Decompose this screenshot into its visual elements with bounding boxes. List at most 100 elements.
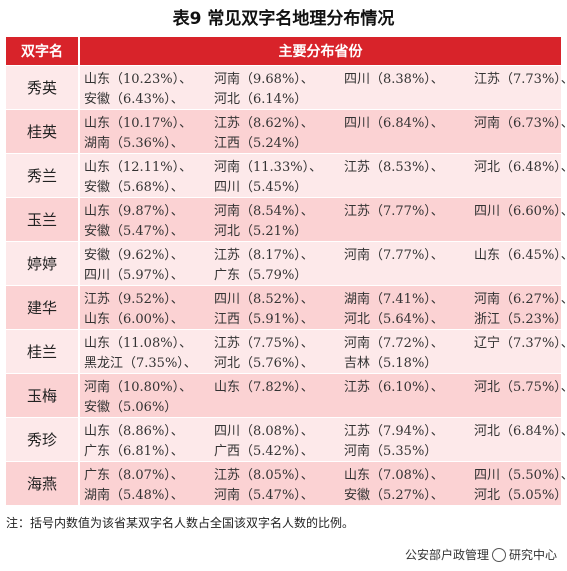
- province-entry: 河南（11.33%）、: [214, 160, 323, 175]
- province-entry: 河北（6.48%）、: [474, 160, 567, 175]
- row-name: 婷婷: [6, 242, 80, 285]
- row-provinces: 山东（10.23%）、 河南（9.68%）、 四川（8.38%）、 江苏（7.73%）…: [80, 66, 567, 109]
- province-entry: 江西（5.91%）、: [214, 312, 314, 327]
- province-entry: 广东（5.79%）: [214, 268, 308, 283]
- province-entry: 河南（6.27%）、: [474, 292, 567, 307]
- province-entry: 广东（8.07%）、: [84, 468, 184, 483]
- row-provinces: 广东（8.07%）、 江苏（8.05%）、 山东（7.08%）、 四川（5.50%）、…: [80, 462, 567, 505]
- province-entry: 四川（5.50%）、: [474, 468, 567, 483]
- province-entry: 江苏（7.75%）、: [214, 336, 314, 351]
- province-entry: 江苏（7.94%）、: [344, 424, 444, 439]
- province-entry: 山东（12.11%）、: [84, 160, 193, 175]
- province-entry: 江苏（7.73%）、: [474, 72, 567, 87]
- row-provinces: 江苏（9.52%）、 四川（8.52%）、 湖南（7.41%）、 河南（6.27%）、…: [80, 286, 567, 329]
- table-row: 玉梅 河南（10.80%）、 山东（7.82%）、 江苏（6.10%）、 河北（5.75…: [6, 374, 567, 418]
- table-row: 桂英 山东（10.17%）、 江苏（8.62%）、 四川（6.84%）、 河南（6.73…: [6, 110, 567, 154]
- table-row: 桂兰 山东（11.08%）、 江苏（7.75%）、 河南（7.72%）、 辽宁（7.37…: [6, 330, 567, 374]
- province-entry: 浙江（5.23%）: [474, 312, 567, 327]
- province-line: 山东（10.17%）、 江苏（8.62%）、 四川（6.84%）、 河南（6.73%）…: [84, 112, 567, 132]
- row-name: 建华: [6, 286, 80, 329]
- row-name: 桂英: [6, 110, 80, 153]
- province-entry: 辽宁（7.37%）、: [474, 336, 567, 351]
- province-entry: 河南（9.68%）、: [214, 72, 314, 87]
- table-header-row: 双字名 主要分布省份: [6, 37, 561, 66]
- row-provinces: 河南（10.80%）、 山东（7.82%）、 江苏（6.10%）、 河北（5.75%）…: [80, 374, 567, 417]
- province-entry: 四川（6.60%）、: [474, 204, 567, 219]
- province-entry: 河南（10.80%）、: [84, 380, 193, 395]
- table-row: 秀英 山东（10.23%）、 河南（9.68%）、 四川（8.38%）、 江苏（7.73…: [6, 66, 567, 110]
- province-line: 山东（10.23%）、 河南（9.68%）、 四川（8.38%）、 江苏（7.73%）…: [84, 68, 567, 88]
- watermark-right-text: 研究中心: [508, 548, 557, 562]
- province-line: 山东（12.11%）、 河南（11.33%）、 江苏（8.53%）、 河北（6.48%…: [84, 156, 567, 176]
- province-entry: 江西（5.24%）: [214, 136, 308, 151]
- row-provinces: 山东（8.86%）、 四川（8.08%）、 江苏（7.94%）、 河北（6.84%）、…: [80, 418, 567, 461]
- distribution-table: 双字名 主要分布省份 秀英 山东（10.23%）、 河南（9.68%）、 四川（8.3…: [6, 37, 567, 506]
- header-name: 双字名: [6, 37, 80, 65]
- table-row: 秀珍 山东（8.86%）、 四川（8.08%）、 江苏（7.94%）、 河北（6.84%…: [6, 418, 567, 462]
- province-entry: 江苏（8.62%）、: [214, 116, 314, 131]
- province-entry: 河北（5.05%）: [474, 488, 567, 503]
- province-line: 山东（6.00%）、 江西（5.91%）、 河北（5.64%）、 浙江（5.23%）: [84, 308, 567, 328]
- province-entry: 广东（6.81%）、: [84, 444, 184, 459]
- row-name: 秀英: [6, 66, 80, 109]
- footnote: 注：括号内数值为该省某双字名人数占全国该双字名人数的比例。: [6, 516, 355, 530]
- province-line: 湖南（5.36%）、 江西（5.24%）: [84, 132, 567, 152]
- province-entry: 安徽（6.43%）、: [84, 92, 184, 107]
- province-entry: 河南（7.77%）、: [344, 248, 444, 263]
- province-line: 安徽（5.47%）、 河北（5.21%）: [84, 220, 567, 240]
- province-entry: 四川（8.52%）、: [214, 292, 314, 307]
- table-title: 表9 常见双字名地理分布情况: [172, 9, 395, 29]
- province-line: 山东（9.87%）、 河南（8.54%）、 江苏（7.77%）、 四川（6.60%）、: [84, 200, 567, 220]
- province-entry: 河北（5.21%）: [214, 224, 308, 239]
- province-entry: 山东（9.87%）、: [84, 204, 184, 219]
- province-entry: 四川（5.97%）、: [84, 268, 184, 283]
- province-entry: 山东（8.86%）、: [84, 424, 184, 439]
- row-provinces: 山东（11.08%）、 江苏（7.75%）、 河南（7.72%）、 辽宁（7.37%）…: [80, 330, 567, 373]
- row-name: 海燕: [6, 462, 80, 505]
- table-row: 婷婷 安徽（9.62%）、 江苏（8.17%）、 河南（7.77%）、 山东（6.45%…: [6, 242, 567, 286]
- province-entry: 江苏（8.05%）、: [214, 468, 314, 483]
- province-entry: 江苏（9.52%）、: [84, 292, 184, 307]
- province-line: 江苏（9.52%）、 四川（8.52%）、 湖南（7.41%）、 河南（6.27%）、: [84, 288, 567, 308]
- province-line: 河南（10.80%）、 山东（7.82%）、 江苏（6.10%）、 河北（5.75%）…: [84, 376, 567, 396]
- province-line: 安徽（6.43%）、 河北（6.14%）: [84, 88, 567, 108]
- province-line: 山东（8.86%）、 四川（8.08%）、 江苏（7.94%）、 河北（6.84%）、: [84, 420, 567, 440]
- row-name: 玉梅: [6, 374, 80, 417]
- province-entry: 江苏（6.10%）、: [344, 380, 444, 395]
- table-row: 秀兰 山东（12.11%）、 河南（11.33%）、 江苏（8.53%）、 河北（6.4…: [6, 154, 567, 198]
- header-provinces: 主要分布省份: [278, 44, 363, 60]
- province-entry: 湖南（5.36%）、: [84, 136, 184, 151]
- row-name: 秀兰: [6, 154, 80, 197]
- wechat-icon: [491, 547, 506, 562]
- province-entry: 山东（10.23%）、: [84, 72, 193, 87]
- province-entry: 山东（11.08%）、: [84, 336, 193, 351]
- table-body: 秀英 山东（10.23%）、 河南（9.68%）、 四川（8.38%）、 江苏（7.73…: [6, 66, 567, 506]
- province-entry: 河北（6.14%）: [214, 92, 308, 107]
- row-provinces: 安徽（9.62%）、 江苏（8.17%）、 河南（7.77%）、 山东（6.45%）、…: [80, 242, 567, 285]
- province-entry: 四川（8.08%）、: [214, 424, 314, 439]
- province-entry: 广西（5.42%）、: [214, 444, 314, 459]
- province-entry: 河南（6.73%）、: [474, 116, 567, 131]
- province-entry: 山东（6.45%）、: [474, 248, 567, 263]
- row-provinces: 山东（12.11%）、 河南（11.33%）、 江苏（8.53%）、 河北（6.48%…: [80, 154, 567, 197]
- province-line: 山东（11.08%）、 江苏（7.75%）、 河南（7.72%）、 辽宁（7.37%）…: [84, 332, 567, 352]
- table-row: 海燕 广东（8.07%）、 江苏（8.05%）、 山东（7.08%）、 四川（5.50%…: [6, 462, 567, 506]
- province-entry: 河北（5.76%）、: [214, 356, 314, 371]
- province-entry: 江苏（8.17%）、: [214, 248, 314, 263]
- province-line: 广东（6.81%）、 广西（5.42%）、 河南（5.35%）: [84, 440, 567, 460]
- province-entry: 四川（8.38%）、: [344, 72, 444, 87]
- row-provinces: 山东（10.17%）、 江苏（8.62%）、 四川（6.84%）、 河南（6.73%）…: [80, 110, 567, 153]
- row-name: 秀珍: [6, 418, 80, 461]
- province-entry: 湖南（5.48%）、: [84, 488, 184, 503]
- province-entry: 江苏（8.53%）、: [344, 160, 444, 175]
- province-entry: 河南（5.47%）、: [214, 488, 314, 503]
- province-entry: 安徽（9.62%）、: [84, 248, 184, 263]
- province-entry: 山东（7.08%）、: [344, 468, 444, 483]
- province-entry: 河南（5.35%）: [344, 444, 438, 459]
- province-entry: 黑龙江（7.35%）、: [84, 356, 197, 371]
- source-watermark: 公安部户政管理 研究中心: [405, 546, 557, 563]
- province-entry: 安徽（5.27%）、: [344, 488, 444, 503]
- province-entry: 山东（7.82%）、: [214, 380, 314, 395]
- province-line: 黑龙江（7.35%）、 河北（5.76%）、 吉林（5.18%）: [84, 352, 567, 372]
- province-entry: 吉林（5.18%）: [344, 356, 438, 371]
